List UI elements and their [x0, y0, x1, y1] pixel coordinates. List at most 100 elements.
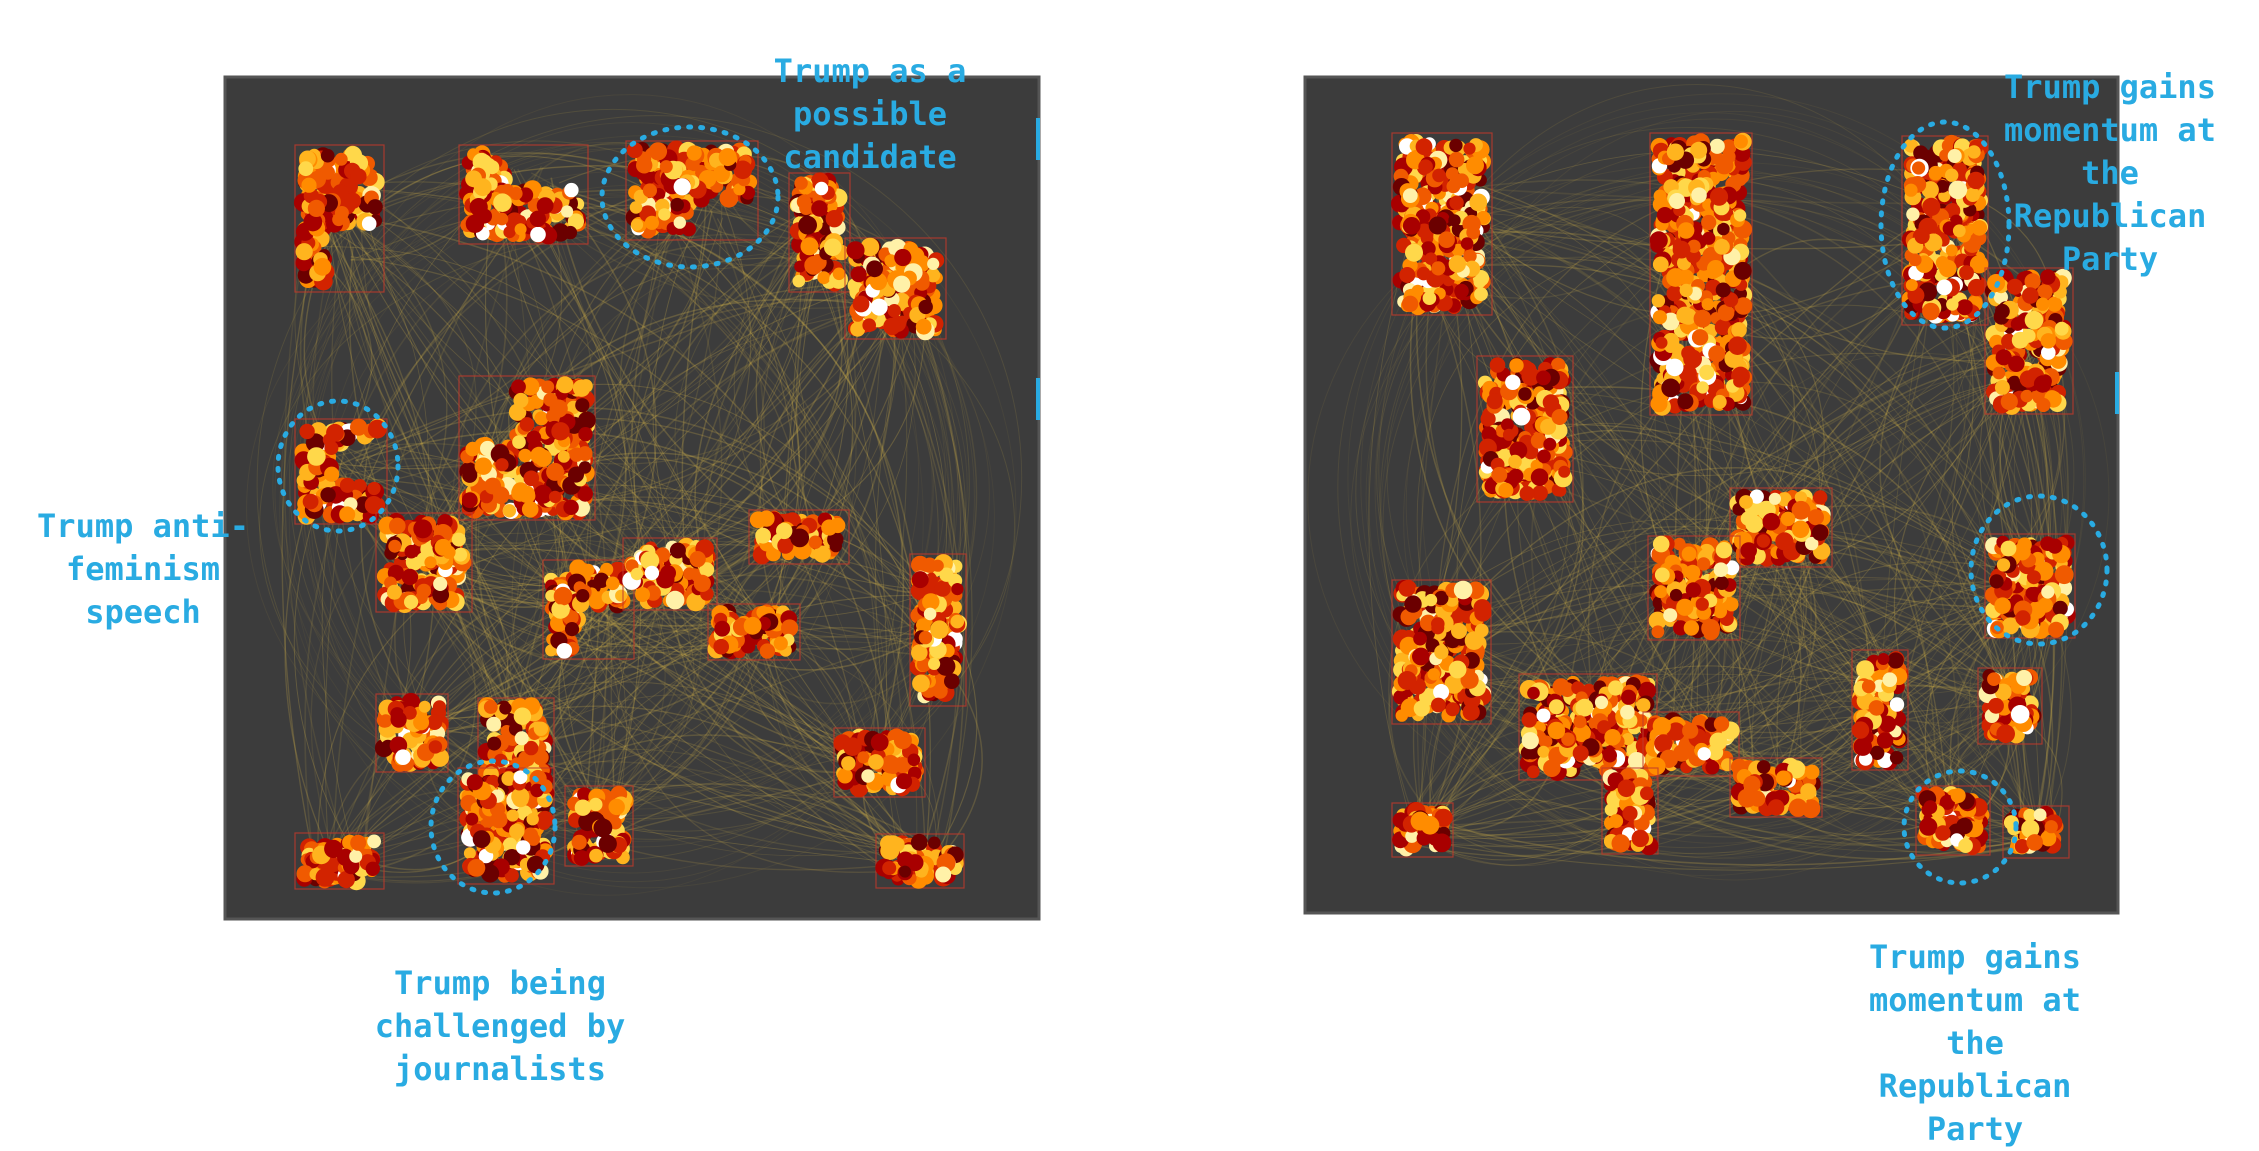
left-edge — [544, 417, 938, 612]
left-node — [777, 537, 794, 554]
left-node — [814, 181, 829, 196]
left-edge — [643, 575, 936, 671]
left-node — [307, 447, 326, 466]
right-node — [2036, 297, 2050, 311]
left-ring-edge — [279, 135, 1017, 889]
right-node — [1922, 197, 1941, 216]
left-node — [713, 165, 730, 183]
left-node — [899, 865, 911, 878]
left-edge — [409, 513, 924, 663]
left-node — [451, 532, 466, 547]
left-node — [307, 199, 325, 217]
left-edge — [317, 199, 682, 584]
right-node — [1666, 268, 1685, 287]
right-node — [1733, 134, 1748, 149]
right-node — [1709, 187, 1729, 206]
left-node — [850, 321, 866, 337]
left-edge — [633, 199, 830, 577]
right-node — [1994, 380, 2010, 395]
right-edge — [1768, 360, 2024, 524]
left-edge — [694, 243, 865, 774]
left-ring-edge — [288, 144, 924, 896]
left-node — [523, 470, 540, 487]
left-node — [518, 448, 532, 463]
left-node — [428, 740, 443, 754]
left-node — [466, 774, 483, 791]
right-node — [1709, 138, 1725, 154]
right-edge — [1463, 207, 1880, 706]
left-node — [350, 834, 367, 851]
left-node — [337, 871, 355, 889]
left-node — [324, 839, 343, 859]
left-edge — [583, 593, 902, 849]
left-node — [413, 519, 433, 539]
right-edge — [1416, 775, 1968, 846]
right-edge — [1790, 527, 2004, 692]
left-edge — [606, 609, 905, 873]
left-node — [495, 458, 509, 472]
left-edge — [352, 220, 515, 456]
right-node — [1696, 381, 1709, 394]
left-node — [841, 756, 856, 771]
right-edge — [1935, 280, 2055, 824]
left-node — [884, 254, 898, 268]
left-node — [404, 594, 419, 610]
left-edge — [875, 288, 913, 770]
left-node — [493, 193, 512, 212]
right-node — [1683, 349, 1702, 369]
left-edge — [776, 256, 854, 641]
left-node — [719, 189, 739, 208]
left-edge — [324, 473, 938, 849]
left-node — [916, 657, 932, 672]
left-edge — [561, 226, 810, 485]
left-node — [326, 423, 344, 442]
left-edge — [577, 600, 896, 796]
left-node — [626, 142, 643, 159]
left-node — [817, 271, 831, 285]
left-edge — [353, 266, 901, 455]
left-node — [433, 576, 448, 592]
right-node — [1969, 255, 1989, 274]
right-node — [1914, 228, 1930, 244]
left-node — [893, 731, 912, 750]
left-edge — [765, 314, 889, 626]
right-node — [1928, 165, 1943, 181]
left-edge — [339, 280, 871, 502]
left-node — [593, 818, 613, 838]
left-cluster-box — [833, 727, 926, 798]
left-node — [548, 490, 562, 504]
left-edge — [533, 212, 642, 849]
left-node — [883, 317, 901, 336]
left-cluster-box — [748, 509, 850, 565]
left-node — [862, 318, 876, 333]
left-edge — [281, 219, 321, 875]
left-cluster-box — [294, 144, 385, 293]
right-node — [1401, 295, 1419, 312]
right-edge — [1625, 239, 1955, 834]
left-node — [320, 148, 335, 163]
left-edge — [716, 218, 800, 551]
right-node — [1473, 275, 1486, 289]
left-node — [413, 714, 430, 731]
right-edge — [1703, 578, 2036, 744]
right-node — [1948, 180, 1968, 200]
right-edge — [1441, 214, 2008, 566]
right-node — [1959, 265, 1974, 280]
right-edge — [1534, 386, 1637, 707]
left-node — [578, 427, 593, 442]
left-node — [837, 768, 853, 784]
left-node — [434, 538, 452, 556]
right-node — [1701, 298, 1715, 311]
left-edge — [504, 211, 770, 644]
left-cluster-box — [294, 418, 388, 525]
left-edge — [647, 563, 929, 869]
right-edge — [1470, 181, 1949, 820]
left-node — [388, 539, 402, 553]
left-edge — [415, 261, 871, 604]
left-edge — [491, 233, 807, 481]
left-node — [790, 528, 810, 548]
left-cluster-box — [622, 537, 718, 611]
right-edge — [1436, 168, 1965, 615]
left-node — [685, 156, 700, 172]
